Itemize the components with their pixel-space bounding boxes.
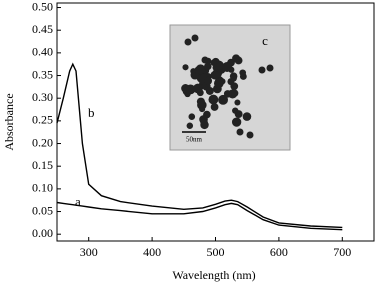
particle (223, 90, 232, 98)
x-tick-label: 300 (80, 245, 98, 259)
particle (182, 64, 189, 71)
particle (219, 78, 226, 85)
y-tick-label: 0.40 (32, 45, 53, 59)
particle (196, 89, 204, 97)
x-tick-label: 500 (207, 245, 225, 259)
particle (210, 59, 217, 66)
particle (266, 64, 274, 72)
particle (185, 84, 196, 95)
particle (204, 62, 212, 71)
particle (231, 89, 239, 97)
particle (191, 34, 199, 42)
particle (232, 107, 239, 114)
particle (231, 117, 242, 127)
y-axis-label: Absorbance (2, 93, 16, 150)
y-tick-label: 0.10 (32, 181, 53, 195)
particle (234, 99, 241, 106)
y-tick-label: 0.35 (32, 67, 53, 81)
particle (200, 120, 209, 130)
inset-image: 50nm c (169, 24, 291, 151)
particle (201, 56, 209, 64)
scale-bar-label: 50nm (186, 136, 203, 144)
particle (188, 113, 196, 120)
series-line (56, 62, 343, 229)
particle (214, 60, 224, 70)
particle (204, 76, 213, 85)
particle (208, 94, 219, 105)
series-label: a (75, 194, 81, 209)
y-tick-label: 0.50 (32, 0, 53, 13)
y-tick-label: 0.25 (32, 113, 53, 127)
series-label: b (88, 105, 95, 120)
y-tick-label: 0.45 (32, 22, 53, 36)
y-tick-label: 0.00 (32, 226, 53, 240)
x-tick-label: 700 (333, 245, 351, 259)
particle (210, 70, 220, 80)
y-tick-label: 0.20 (32, 135, 53, 149)
inset-label: c (262, 33, 268, 48)
x-axis-label: Wavelength (nm) (172, 268, 255, 282)
particle (197, 101, 205, 109)
particle (194, 66, 202, 74)
particle (184, 38, 192, 46)
particle (210, 103, 219, 111)
particle (218, 94, 229, 105)
y-tick-label: 0.05 (32, 203, 53, 217)
series-line (56, 201, 343, 231)
particle (258, 66, 266, 74)
particle (246, 131, 254, 139)
x-tick-label: 600 (270, 245, 288, 259)
particle (186, 122, 194, 129)
y-tick-label: 0.30 (32, 90, 53, 104)
particle (222, 62, 233, 72)
particle (242, 112, 252, 121)
particle (236, 128, 244, 136)
particle (230, 75, 237, 82)
particle (232, 54, 241, 63)
x-tick-label: 400 (143, 245, 161, 259)
y-tick-label: 0.15 (32, 158, 53, 172)
particle (239, 73, 247, 80)
